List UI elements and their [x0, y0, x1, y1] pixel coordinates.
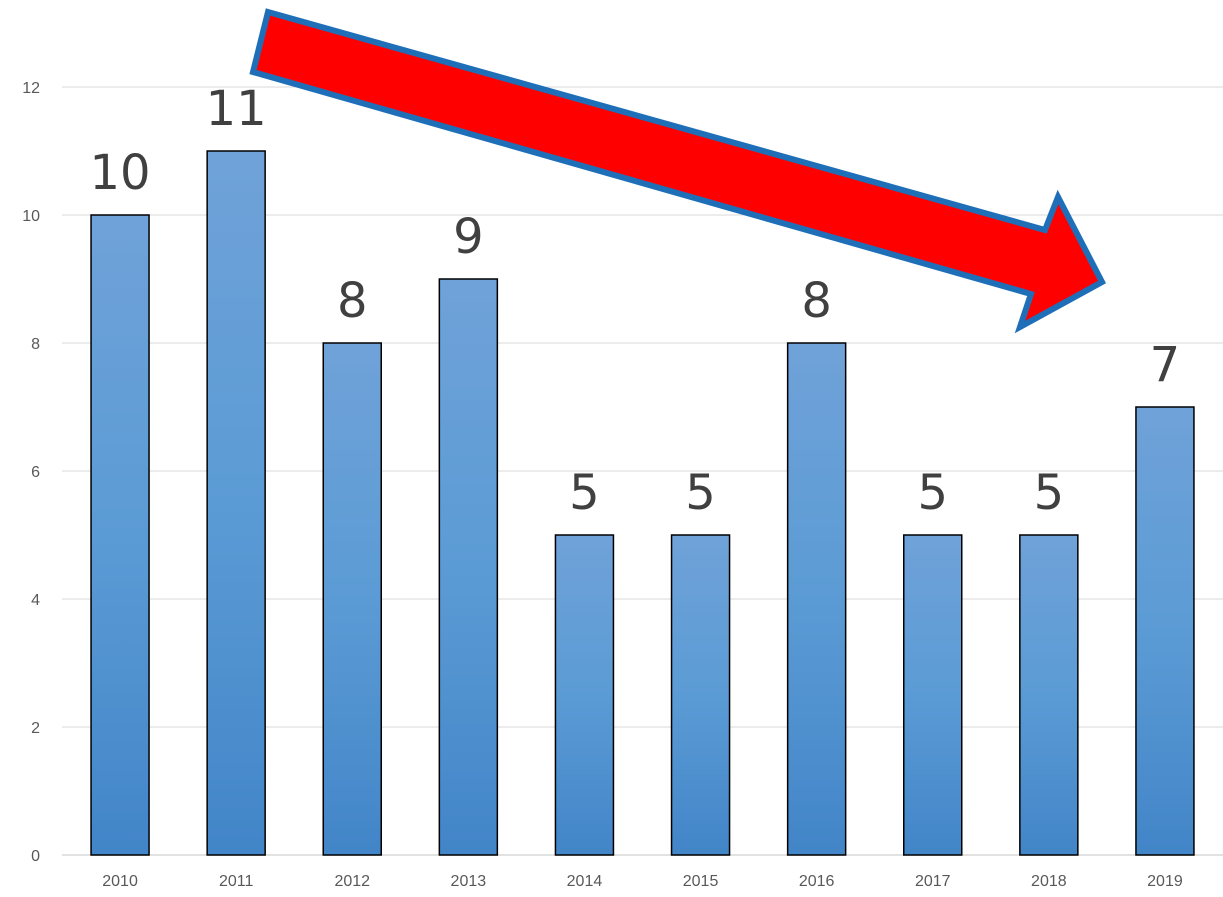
bar-2011: [206, 150, 266, 856]
data-label-2011: 11: [206, 81, 267, 137]
x-tick-label: 2016: [799, 873, 835, 890]
y-tick-label: 6: [31, 464, 40, 481]
x-tick-label: 2015: [683, 873, 719, 890]
data-label-2010: 10: [90, 145, 151, 201]
y-tick-label: 12: [22, 80, 40, 97]
data-label-2012: 8: [337, 273, 368, 329]
x-tick-label: 2019: [1147, 873, 1183, 890]
bar-2016: [786, 342, 847, 856]
x-tick-label: 2018: [1031, 873, 1067, 890]
bar-2012: [322, 342, 382, 856]
x-axis-ticks: 2010 2011 2012 2013 2014 2015 2016 2017 2018 2019: [102, 873, 1183, 890]
data-labels: 10 11 8 9 5 5 8 5 5 7: [90, 81, 1181, 521]
data-label-2019: 7: [1150, 337, 1181, 393]
y-tick-label: 0: [31, 848, 40, 865]
y-tick-label: 2: [31, 720, 40, 737]
bar-2013: [438, 278, 499, 856]
bar-2019: [1135, 406, 1195, 856]
data-label-2017: 5: [917, 465, 948, 521]
y-tick-label: 4: [31, 592, 40, 609]
x-tick-label: 2011: [219, 873, 254, 890]
y-axis-ticks: 0 2 4 6 8 10 12: [22, 80, 40, 865]
y-tick-label: 8: [31, 336, 40, 353]
y-tick-label: 10: [22, 208, 40, 225]
data-label-2014: 5: [569, 465, 600, 521]
bar-2010: [90, 214, 150, 856]
trend-arrow: [249, 8, 1107, 334]
x-tick-label: 2014: [567, 873, 603, 890]
data-label-2015: 5: [685, 465, 716, 521]
x-tick-label: 2010: [102, 873, 138, 890]
bars: [90, 150, 1195, 856]
data-label-2016: 8: [801, 273, 832, 329]
bar-2015: [670, 534, 731, 856]
bar-2018: [1019, 534, 1079, 856]
bar-2017: [903, 534, 963, 856]
x-tick-label: 2017: [915, 873, 951, 890]
x-tick-label: 2012: [334, 873, 370, 890]
data-label-2013: 9: [453, 209, 484, 265]
bar-2014: [554, 534, 615, 856]
data-label-2018: 5: [1034, 465, 1065, 521]
x-tick-label: 2013: [451, 873, 487, 890]
